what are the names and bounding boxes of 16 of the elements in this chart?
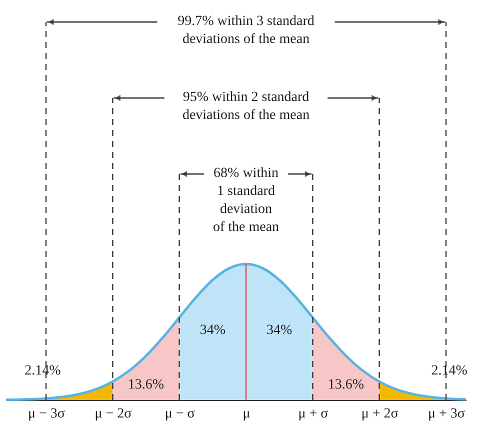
annotation: 2.14% xyxy=(24,364,62,379)
annotation: 34% xyxy=(266,322,292,338)
text: 95% within 2 standard deviations of the mean xyxy=(182,90,310,123)
annotation: 34% xyxy=(200,322,226,338)
annotation: 13.6% xyxy=(128,377,164,392)
x-tick-label: μ xyxy=(242,406,250,422)
x-tick-label: μ + 3σ xyxy=(428,406,466,422)
x-tick-label: μ − σ xyxy=(164,406,196,422)
text: 68% within 1 standard deviation of the mean xyxy=(212,166,280,235)
x-tick-label: μ − 3σ xyxy=(28,406,66,422)
x-tick-label: μ − 2σ xyxy=(94,406,132,422)
x-tick-label: μ + 2σ xyxy=(361,406,399,422)
annotation: 2.14% xyxy=(431,364,468,379)
text: 99.7% within 3 standard deviations of the mean xyxy=(178,14,314,47)
annotation: 13.6% xyxy=(328,377,364,392)
x-tick-label: μ + σ xyxy=(298,406,329,422)
